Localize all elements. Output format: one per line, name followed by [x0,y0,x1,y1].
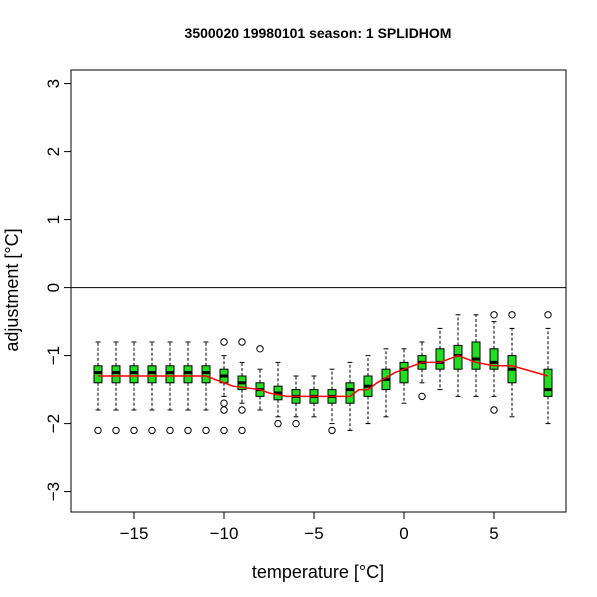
outlier-point [202,426,210,435]
x-tick-label: 0 [399,524,408,543]
chart-title: 3500020 19980101 season: 1 SPLIDHOM [185,25,452,41]
outlier-point [112,426,120,435]
box [165,365,175,384]
box [471,341,481,370]
outlier-point [220,406,228,414]
trend-line [98,354,549,398]
y-axis-label: adjustment [°C] [2,228,22,351]
outlier-point [418,392,426,401]
box [183,365,193,384]
outlier-point [238,406,246,414]
x-tick-label: −5 [304,524,323,543]
y-tick-label: 2 [44,147,63,156]
outlier-point [184,426,192,435]
outlier-point [220,338,228,346]
box [147,365,157,384]
outlier-point [238,426,246,435]
outlier-point [490,311,498,319]
box [543,368,553,397]
outlier-point [490,406,498,414]
outlier-point [508,311,516,319]
outlier-point [94,426,102,435]
outlier-point [130,426,138,435]
plot-frame [70,69,567,513]
y-tick-label: 3 [44,79,63,88]
x-tick-label: −15 [120,524,149,543]
box [489,348,499,370]
x-tick-label: 5 [489,524,498,543]
outlier-point [292,419,300,428]
x-tick-label: −10 [210,524,239,543]
x-axis-label: temperature [°C] [252,562,384,582]
box [201,365,211,384]
y-tick-label: 1 [44,215,63,224]
box [129,365,139,384]
box [345,382,355,404]
outlier-point [148,426,156,435]
y-tick-label: −1 [44,346,63,365]
box [399,361,409,384]
outlier-point [238,338,246,346]
y-tick-label: −2 [44,414,63,433]
outlier-point [256,345,264,353]
box [111,365,121,384]
outlier-point [544,311,552,319]
box [93,365,103,384]
y-tick-label: 0 [44,283,63,292]
outlier-point [220,426,228,435]
outlier-point [220,399,228,407]
outlier-point [328,426,336,435]
outlier-point [166,426,174,435]
box [435,348,445,370]
y-tick-label: −3 [44,482,63,501]
outlier-point [274,419,282,428]
